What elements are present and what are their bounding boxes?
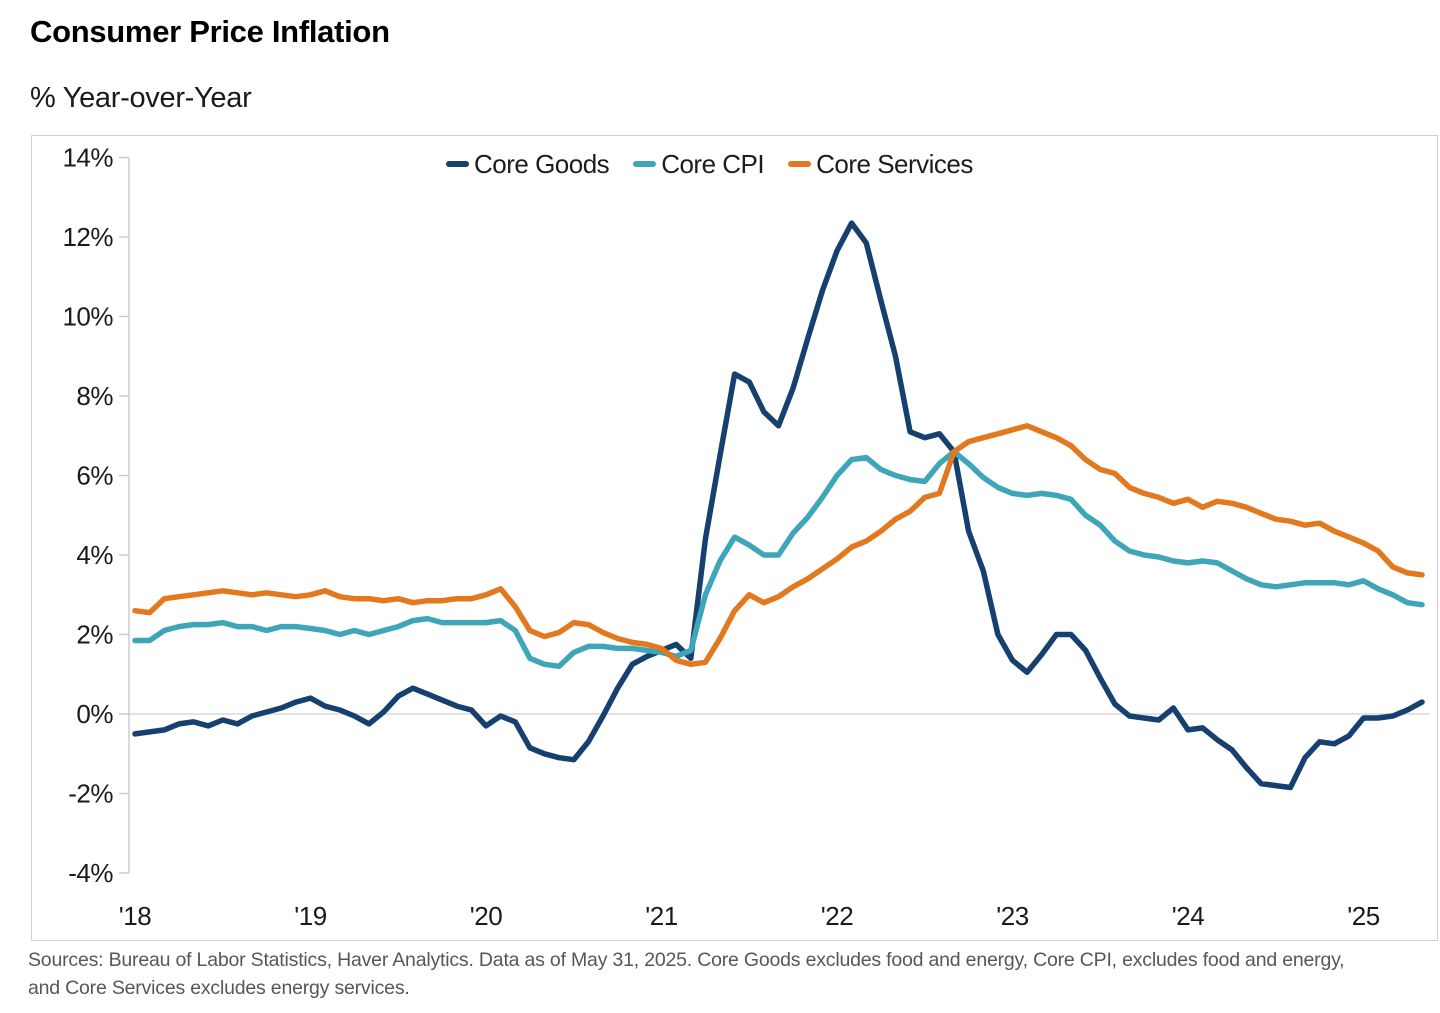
y-tick-label-4: 4% [76, 540, 113, 570]
y-tick-label-14: 14% [62, 143, 113, 173]
x-tick-label-23: '23 [996, 901, 1028, 931]
chart-area: 14% 12% 10% 8% 6% 4% 2% 0% -2% -4% '18 '19 '20 '21 '22… [31, 135, 1438, 941]
inflation-line-chart: 14% 12% 10% 8% 6% 4% 2% 0% -2% -4%'18 '19 '20 '21 '22… [62, 143, 1430, 931]
legend-item-core-cpi: Core CPI [633, 148, 765, 180]
core-cpi-line-swatch-icon [633, 161, 657, 167]
core-services-line-swatch-icon [788, 161, 812, 167]
x-tick-label-24: '24 [1172, 901, 1204, 931]
core-goods-line-swatch-icon [446, 161, 469, 167]
y-tick-label-0: 0% [76, 699, 113, 729]
x-tick-label-20: '20 [470, 901, 502, 931]
series-line-core-cpi [132, 448, 1425, 670]
source-note-line-2: and Core Services excludes energy servic… [28, 977, 410, 999]
series-line-core-services [132, 423, 1425, 668]
legend-item-core-services: Core Services [788, 149, 973, 180]
series-line-core-goods [132, 220, 1425, 791]
y-tick-label-2: 2% [76, 620, 113, 650]
legend-label-core-services: Core Services [816, 148, 973, 179]
y-tick-label-8: 8% [76, 381, 113, 411]
x-tick-label-18: '18 [119, 901, 151, 931]
source-note: Sources: Bureau of Labor Statistics, Hav… [28, 946, 1428, 1002]
y-tick-label--4: -4% [68, 858, 113, 888]
x-tick-label-19: '19 [294, 901, 326, 931]
legend-item-core-goods: Core Goods [446, 148, 610, 180]
page-title: Consumer Price Inflation [30, 14, 390, 49]
y-tick-label-6: 6% [76, 461, 113, 491]
y-tick-label-12: 12% [62, 222, 113, 252]
legend: Core Goods Core CPI Core Services [446, 149, 973, 179]
x-tick-label-22: '22 [821, 901, 853, 931]
x-tick-label-25: '25 [1347, 901, 1379, 931]
y-tick-label-10: 10% [62, 302, 113, 332]
y-tick-label--2: -2% [68, 779, 113, 809]
legend-label-core-goods: Core Goods [474, 148, 610, 179]
page-subtitle: % Year-over-Year [30, 82, 252, 114]
source-note-line-1: Sources: Bureau of Labor Statistics, Hav… [28, 949, 1345, 971]
x-tick-label-21: '21 [645, 901, 677, 931]
legend-label-core-cpi: Core CPI [661, 148, 765, 179]
